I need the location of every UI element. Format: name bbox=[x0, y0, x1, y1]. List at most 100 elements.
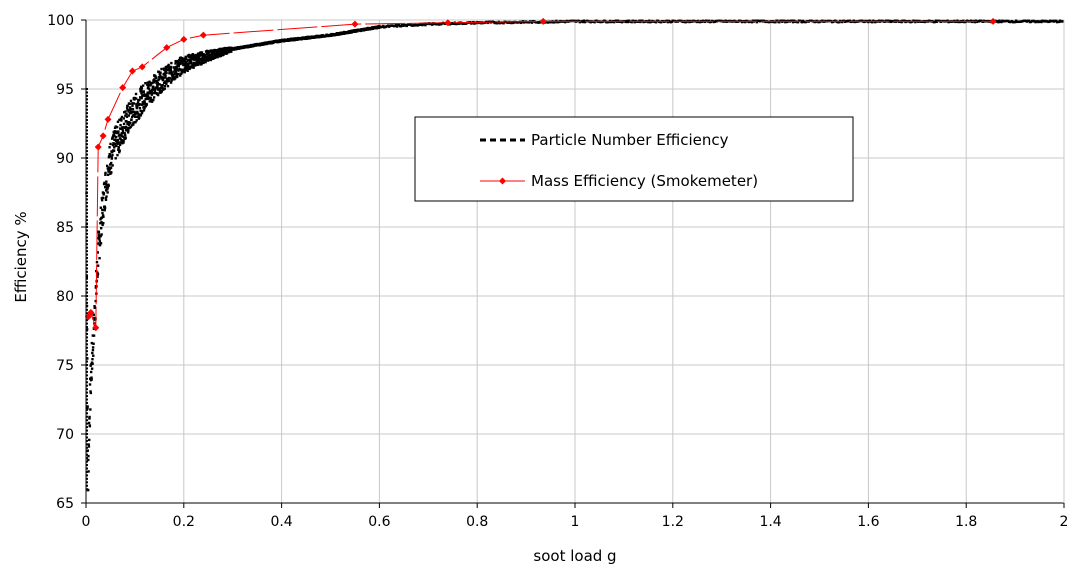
particle-point bbox=[142, 90, 145, 93]
particle-point bbox=[170, 66, 173, 69]
particle-point bbox=[155, 76, 158, 79]
particle-point bbox=[168, 77, 172, 80]
particle-point bbox=[169, 68, 172, 71]
particle-point bbox=[206, 59, 210, 62]
particle-point bbox=[158, 88, 162, 92]
particle-point bbox=[85, 291, 88, 294]
particle-point bbox=[88, 417, 91, 420]
particle-point bbox=[152, 88, 155, 91]
particle-point bbox=[837, 20, 841, 24]
particle-point bbox=[85, 326, 88, 329]
particle-point bbox=[132, 123, 135, 126]
particle-point bbox=[85, 191, 88, 194]
particle-point bbox=[118, 149, 121, 152]
particle-point bbox=[85, 284, 88, 287]
particle-point bbox=[85, 205, 88, 208]
particle-point bbox=[581, 20, 585, 24]
particle-point bbox=[176, 72, 180, 76]
particle-point bbox=[647, 20, 650, 24]
particle-point bbox=[109, 142, 112, 146]
particle-point bbox=[187, 62, 190, 66]
particle-point bbox=[93, 305, 96, 308]
particle-point bbox=[127, 110, 130, 113]
particle-point bbox=[124, 125, 128, 129]
particle-point bbox=[134, 92, 138, 96]
particle-point bbox=[109, 163, 112, 166]
particle-point bbox=[420, 22, 423, 26]
particle-point bbox=[85, 477, 88, 480]
particle-point bbox=[107, 170, 110, 173]
particle-point bbox=[103, 206, 107, 210]
particle-point bbox=[98, 240, 102, 243]
particle-point bbox=[219, 54, 222, 58]
particle-point bbox=[197, 56, 201, 59]
particle-point bbox=[85, 405, 88, 408]
particle-point bbox=[85, 343, 88, 346]
particle-point bbox=[85, 150, 88, 153]
particle-point bbox=[90, 367, 94, 370]
particle-point bbox=[151, 91, 154, 95]
particle-point bbox=[871, 20, 874, 24]
particle-point bbox=[1040, 20, 1043, 24]
particle-point bbox=[164, 76, 167, 79]
particle-point bbox=[134, 97, 138, 100]
particle-point bbox=[190, 61, 193, 65]
particle-point bbox=[85, 177, 88, 180]
particle-point bbox=[85, 305, 88, 308]
particle-point bbox=[159, 76, 162, 79]
particle-point bbox=[127, 114, 130, 117]
particle-point bbox=[638, 19, 641, 22]
particle-point bbox=[156, 93, 160, 97]
particle-point bbox=[192, 55, 195, 59]
particle-point bbox=[530, 21, 534, 24]
particle-point bbox=[169, 81, 173, 84]
particle-point bbox=[159, 71, 162, 74]
particle-point bbox=[1061, 20, 1065, 23]
particle-point bbox=[91, 346, 95, 349]
particle-point bbox=[913, 19, 916, 23]
particle-point bbox=[167, 79, 171, 83]
particle-point bbox=[85, 381, 88, 384]
particle-point bbox=[208, 57, 212, 60]
mass-efficiency-marker bbox=[87, 309, 95, 317]
tick-labels: 0 0.2 0.4 0.6 0.8 1 1.2 1.4 1.6 1.8 2 65 70 75 80 85 90 9… bbox=[47, 13, 1068, 530]
particle-point bbox=[152, 96, 156, 99]
particle-point bbox=[109, 161, 113, 165]
particle-point bbox=[85, 101, 88, 104]
particle-point bbox=[796, 20, 800, 24]
legend-marker-mass bbox=[499, 177, 506, 185]
x-tick-label: 0.6 bbox=[368, 514, 390, 530]
particle-point bbox=[85, 353, 88, 356]
particle-point bbox=[140, 89, 143, 92]
particle-point bbox=[142, 94, 145, 97]
particle-point bbox=[166, 80, 169, 83]
particle-point bbox=[145, 103, 149, 106]
particle-point bbox=[214, 56, 217, 59]
particle-point bbox=[182, 62, 185, 65]
particle-point bbox=[189, 54, 192, 57]
particle-point bbox=[142, 102, 146, 105]
particle-point bbox=[170, 79, 173, 82]
particle-point bbox=[87, 458, 90, 462]
x-tick-label: 0.2 bbox=[173, 514, 195, 530]
particle-point bbox=[85, 443, 88, 446]
particle-point bbox=[121, 130, 125, 133]
particle-point bbox=[85, 281, 88, 284]
particle-point bbox=[106, 191, 109, 194]
particle-point bbox=[213, 50, 216, 54]
particle-point bbox=[111, 135, 114, 139]
particle-point bbox=[109, 166, 113, 169]
particle-point bbox=[111, 150, 114, 153]
particle-point bbox=[186, 60, 189, 63]
particle-point bbox=[1000, 20, 1003, 24]
particle-point bbox=[98, 256, 101, 260]
particle-point bbox=[774, 20, 777, 24]
particle-point bbox=[156, 81, 160, 85]
mass-efficiency-marker bbox=[94, 143, 102, 151]
particle-point bbox=[101, 211, 104, 215]
particle-point bbox=[85, 301, 88, 304]
particle-point bbox=[118, 151, 121, 154]
particle-point bbox=[110, 157, 114, 160]
particle-point bbox=[85, 415, 88, 418]
particle-point bbox=[190, 66, 194, 69]
